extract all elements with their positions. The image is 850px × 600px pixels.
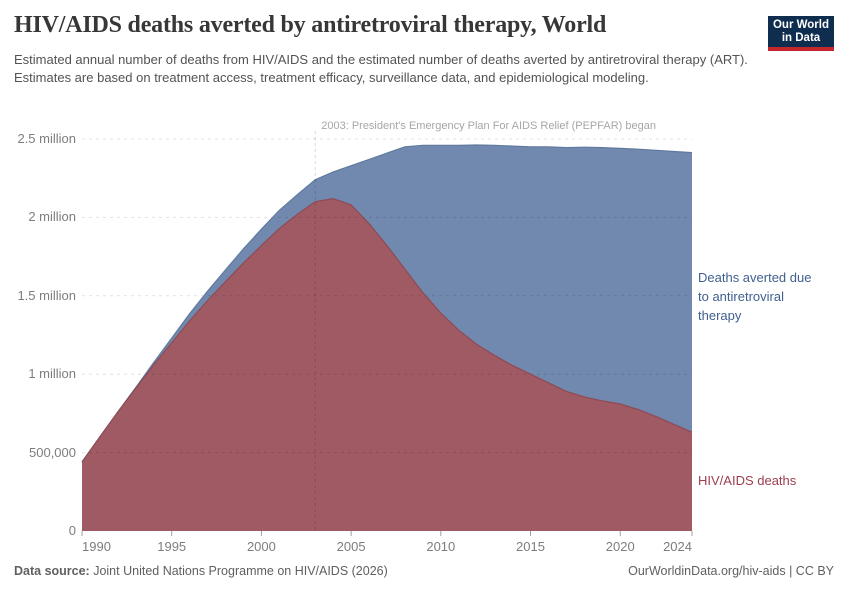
- x-axis-label: 2000: [246, 539, 276, 554]
- y-axis-label: 500,000: [29, 444, 76, 460]
- owid-logo-line1: Our World: [772, 18, 829, 31]
- footer-source-prefix: Data source:: [14, 564, 90, 578]
- footer-credit: OurWorldinData.org/hiv-aids | CC BY: [628, 564, 834, 578]
- y-axis-label: 1 million: [28, 366, 76, 382]
- series-label-averted: Deaths averted due to antiretroviral the…: [698, 268, 838, 325]
- x-axis-label: 2010: [426, 539, 456, 554]
- series-label-averted-line3: therapy: [698, 308, 742, 323]
- x-axis-label: 1995: [157, 539, 187, 554]
- pepfar-annotation: 2003: President's Emergency Plan For AID…: [321, 120, 656, 132]
- x-axis-label: 2005: [336, 539, 366, 554]
- x-axis-label: 2015: [516, 539, 545, 554]
- y-axis-label: 0: [68, 523, 76, 538]
- area-deaths-averted: [82, 145, 692, 462]
- chart-subtitle: Estimated annual number of deaths from H…: [14, 52, 748, 85]
- area-hiv-deaths: [82, 198, 692, 531]
- x-axis-label: 1990: [82, 539, 111, 554]
- footer-source: Data source: Joint United Nations Progra…: [14, 564, 388, 578]
- y-axis-label: 2 million: [28, 209, 76, 225]
- series-label-averted-line2: to antiretroviral: [698, 289, 784, 304]
- owid-logo-line2: in Data: [781, 31, 821, 44]
- line-hiv-deaths: [81, 197, 693, 463]
- series-label-deaths: HIV/AIDS deaths: [698, 473, 797, 488]
- line-total: [81, 144, 693, 463]
- footer: Data source: Joint United Nations Progra…: [14, 564, 834, 578]
- x-axis-label: 2024: [663, 539, 692, 554]
- x-axis-label: 2020: [605, 539, 635, 554]
- series-label-averted-line1: Deaths averted due: [698, 270, 812, 285]
- y-axis-label: 2.5 million: [17, 131, 76, 146]
- footer-source-text: Joint United Nations Programme on HIV/AI…: [89, 564, 388, 578]
- y-axis-label: 1.5 million: [17, 287, 76, 303]
- owid-logo: Our World in Data: [768, 16, 834, 51]
- chart-title: HIV/AIDS deaths averted by antiretrovira…: [14, 12, 607, 38]
